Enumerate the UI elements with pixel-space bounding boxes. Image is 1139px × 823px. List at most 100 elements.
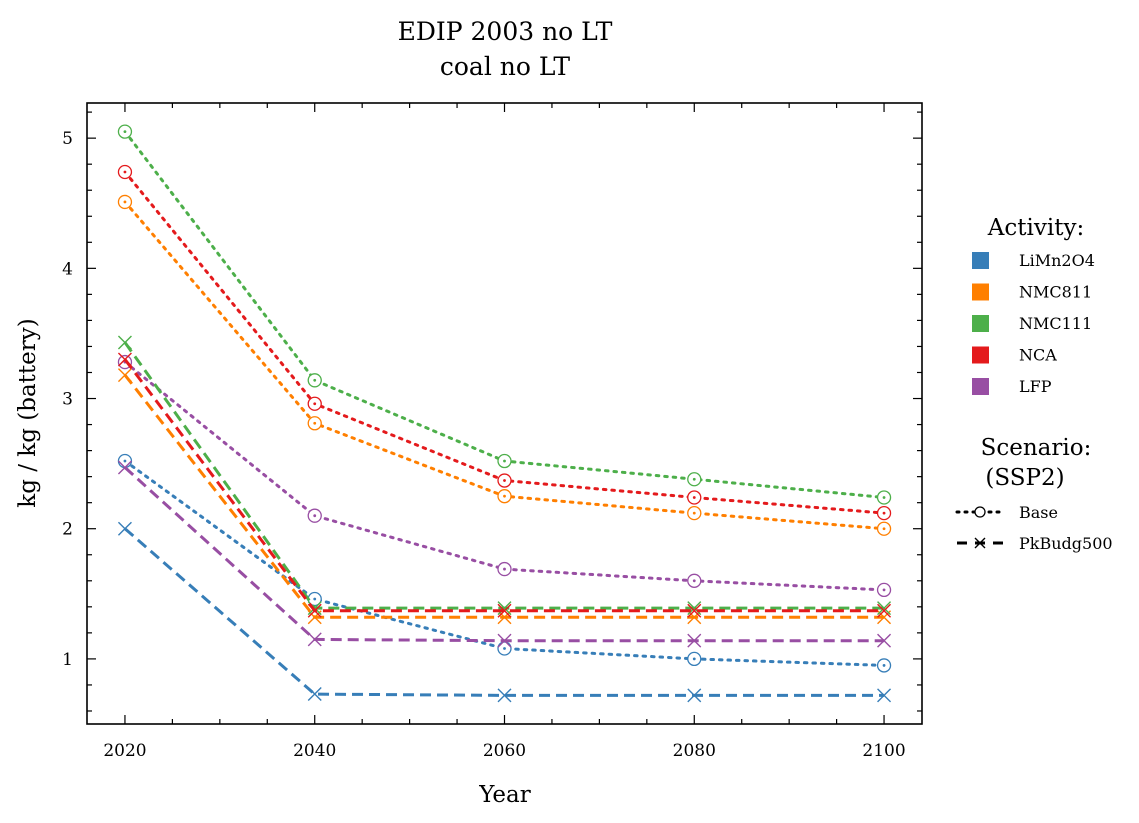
chart-title-line-1: EDIP 2003 no LT bbox=[398, 17, 613, 46]
point-circle-limn2o4-base bbox=[117, 453, 133, 469]
point-x-nca-pkbudg500 bbox=[307, 603, 322, 618]
point-dot bbox=[503, 567, 506, 571]
point-x-limn2o4-pkbudg500 bbox=[497, 688, 512, 703]
legend-marker-base bbox=[974, 506, 986, 518]
point-x-lfp-pkbudg500 bbox=[877, 633, 892, 648]
legend: Activity: LiMn2O4 NMC811 NMC111 NCA LFP Scenar… bbox=[955, 215, 1113, 553]
point-circle-nmc111-base bbox=[117, 124, 133, 139]
point-dot bbox=[123, 200, 127, 204]
point-x-nca-pkbudg500 bbox=[687, 603, 702, 618]
series-line-limn2o4-base bbox=[123, 459, 886, 667]
point-dot bbox=[692, 511, 696, 515]
point-dot bbox=[882, 664, 886, 667]
point-dot bbox=[313, 514, 317, 518]
legend-swatch-nmc811 bbox=[972, 283, 989, 301]
legend-label-nmc111: NMC111 bbox=[1019, 314, 1092, 333]
y-tick-label: 3 bbox=[62, 390, 73, 410]
point-dot bbox=[692, 579, 696, 583]
point-x-nmc111-pkbudg500 bbox=[877, 601, 892, 616]
x-tick-label: 2060 bbox=[483, 741, 526, 761]
point-circle-nmc811-base bbox=[876, 521, 892, 536]
point-circle-nmc111-base bbox=[687, 472, 702, 487]
legend-swatch-limn2o4 bbox=[972, 252, 989, 269]
point-dot bbox=[123, 130, 127, 134]
point-dot bbox=[882, 511, 886, 515]
point-dot bbox=[692, 657, 696, 661]
point-circle-lfp-base bbox=[307, 508, 322, 523]
point-x-lfp-pkbudg500 bbox=[497, 633, 512, 648]
point-dot bbox=[123, 459, 127, 463]
point-circle-nmc811-base bbox=[687, 505, 702, 521]
legend-label-pkbudg500: PkBudg500 bbox=[1019, 534, 1113, 553]
y-tick-label: 1 bbox=[62, 650, 73, 670]
point-circle-nmc111-base bbox=[497, 453, 512, 469]
point-x-nca-pkbudg500 bbox=[117, 352, 132, 367]
legend-scenario-title-line-2: (SSP2) bbox=[985, 465, 1064, 491]
legend-swatch-lfp bbox=[972, 378, 989, 395]
point-circle-nca-base bbox=[497, 473, 512, 488]
point-dot bbox=[503, 459, 506, 463]
y-tick-label: 2 bbox=[62, 520, 73, 540]
point-circle-limn2o4-base bbox=[876, 658, 892, 673]
y-axis-label: kg / kg (battery) bbox=[15, 318, 41, 507]
point-x-nmc811-pkbudg500 bbox=[117, 368, 132, 383]
plot-area bbox=[117, 124, 892, 703]
point-x-nca-pkbudg500 bbox=[877, 603, 892, 618]
point-dot bbox=[503, 494, 506, 498]
point-dot bbox=[692, 496, 696, 499]
point-circle-limn2o4-base bbox=[497, 641, 512, 656]
legend-marker-pkbudg500 bbox=[974, 537, 986, 549]
series-line-nmc111-base bbox=[123, 130, 886, 499]
point-circle-nmc111-base bbox=[307, 373, 322, 388]
x-tick-label: 2020 bbox=[103, 741, 146, 761]
chart-title-line-2: coal no LT bbox=[440, 52, 571, 81]
axes: 2020 2040 2060 2080 2100 1 2 3 4 5 bbox=[62, 102, 923, 761]
point-x-nmc111-pkbudg500 bbox=[497, 601, 512, 616]
plot-frame bbox=[86, 102, 923, 725]
point-x-nca-pkbudg500 bbox=[497, 603, 512, 618]
point-dot bbox=[123, 170, 127, 174]
legend-swatch-nca bbox=[972, 346, 989, 364]
point-circle-lfp-base bbox=[876, 582, 892, 598]
point-dot bbox=[882, 496, 886, 499]
point-circle-nca-base bbox=[117, 164, 133, 180]
legend-activity-title: Activity: bbox=[987, 215, 1084, 241]
point-dot bbox=[313, 597, 317, 601]
point-dot bbox=[313, 402, 317, 406]
point-circle-nmc111-base bbox=[876, 490, 892, 505]
legend-label-nca: NCA bbox=[1019, 346, 1057, 365]
point-x-nmc111-pkbudg500 bbox=[687, 601, 702, 616]
series-line-nca-pkbudg500 bbox=[123, 358, 884, 613]
point-x-limn2o4-pkbudg500 bbox=[307, 687, 322, 702]
legend-label-base: Base bbox=[1019, 503, 1058, 522]
point-dot bbox=[503, 647, 506, 650]
point-circle-nmc811-base bbox=[497, 489, 512, 504]
y-tick-label: 4 bbox=[62, 259, 73, 279]
point-circle-limn2o4-base bbox=[687, 651, 702, 667]
point-circle-nmc811-base bbox=[117, 194, 133, 210]
x-axis-label: Year bbox=[478, 782, 531, 808]
point-x-lfp-pkbudg500 bbox=[117, 460, 132, 475]
point-dot bbox=[313, 421, 317, 425]
point-dot bbox=[882, 588, 886, 592]
legend-label-lfp: LFP bbox=[1019, 377, 1052, 396]
point-x-lfp-pkbudg500 bbox=[687, 633, 702, 648]
point-x-nmc111-pkbudg500 bbox=[117, 335, 132, 350]
y-tick-label: 5 bbox=[62, 129, 73, 149]
point-x-limn2o4-pkbudg500 bbox=[117, 521, 132, 536]
point-dot bbox=[503, 479, 506, 482]
point-circle-nca-base bbox=[307, 396, 322, 411]
point-dot bbox=[692, 477, 696, 481]
legend-scenario-title-line-1: Scenario: bbox=[981, 435, 1092, 461]
point-x-lfp-pkbudg500 bbox=[307, 632, 322, 647]
point-circle-nmc811-base bbox=[307, 416, 322, 431]
x-tick-label: 2040 bbox=[293, 741, 336, 761]
point-x-limn2o4-pkbudg500 bbox=[877, 688, 892, 703]
point-dot bbox=[882, 527, 886, 531]
x-tick-label: 2080 bbox=[673, 741, 716, 761]
point-circle-nca-base bbox=[687, 490, 702, 505]
point-circle-lfp-base bbox=[687, 573, 702, 588]
x-tick-label: 2100 bbox=[862, 741, 905, 761]
point-dot bbox=[313, 378, 317, 382]
